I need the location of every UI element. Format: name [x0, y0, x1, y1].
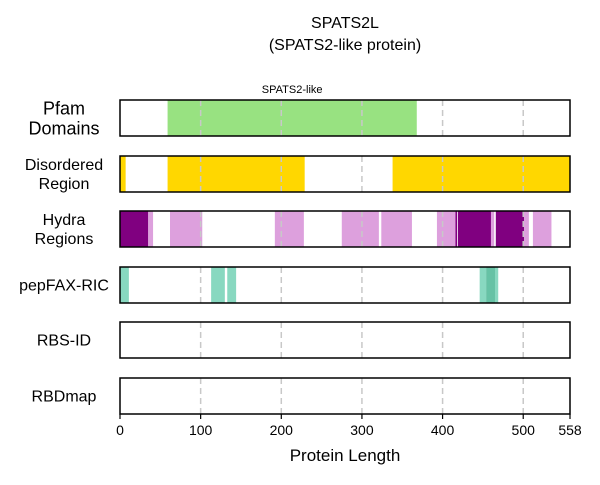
x-tick-label: 500: [512, 422, 536, 438]
track-segment: [227, 267, 237, 303]
x-axis-label: Protein Length: [290, 446, 401, 465]
track-border: [119, 377, 571, 415]
track-segment: [170, 211, 203, 247]
track-label: RBDmap: [32, 389, 97, 406]
track-segment: [495, 211, 525, 247]
x-tick-label: 558: [558, 422, 582, 438]
track-background: [120, 322, 570, 358]
chart-title-line2: (SPATS2-like protein): [269, 37, 421, 54]
x-tick-label: 400: [431, 422, 455, 438]
track-segment: [120, 267, 129, 303]
track: Disordered Region: [25, 155, 571, 193]
x-tick-label: 200: [270, 422, 294, 438]
track-border: [119, 155, 571, 193]
track-segment: [167, 156, 305, 192]
track-label: Domains: [28, 118, 99, 138]
track-border: [119, 99, 571, 137]
track-segment: [524, 211, 529, 247]
track-segment: [532, 211, 552, 247]
track-background: [120, 267, 570, 303]
track-label: Regions: [35, 231, 94, 248]
track: RBS-ID: [37, 321, 571, 359]
track-label: RBS-ID: [37, 333, 91, 350]
track-border: [119, 210, 571, 248]
track-label: Hydra: [43, 212, 86, 229]
track-segment: [436, 211, 456, 247]
x-tick-label: 300: [350, 422, 374, 438]
track-segment: [167, 100, 417, 136]
track-segment: [392, 156, 570, 192]
track: RBDmap: [32, 377, 571, 415]
x-tick-label: 100: [189, 422, 213, 438]
x-tick-label: 0: [116, 422, 124, 438]
track-segment: [490, 211, 495, 247]
track-segment: [148, 211, 154, 247]
track-segment: [495, 267, 499, 303]
track: Hydra Regions: [35, 210, 571, 248]
track-segment: [457, 211, 491, 247]
track-segment: [455, 211, 458, 247]
track-segment: [120, 156, 126, 192]
x-axis: 0 100 200 300 400 500 558: [116, 414, 582, 438]
track-label: Disordered: [25, 157, 103, 174]
track-label: Pfam: [43, 98, 85, 118]
track-segment: [486, 267, 495, 303]
track-label: pepFAX-RIC: [19, 278, 109, 295]
segment-label: SPATS2-like: [262, 84, 323, 96]
track-background: [120, 378, 570, 414]
track-label: Region: [39, 176, 90, 193]
track-segment: [120, 211, 149, 247]
chart-title-line1: SPATS2L: [311, 15, 379, 32]
track-segment: [274, 211, 304, 247]
track-segment: [341, 211, 379, 247]
track-border: [119, 266, 571, 304]
track: pepFAX-RIC: [19, 266, 571, 304]
track-segment: [211, 267, 225, 303]
track-segment: [479, 267, 487, 303]
track-segment: [381, 211, 412, 247]
track-border: [119, 321, 571, 359]
